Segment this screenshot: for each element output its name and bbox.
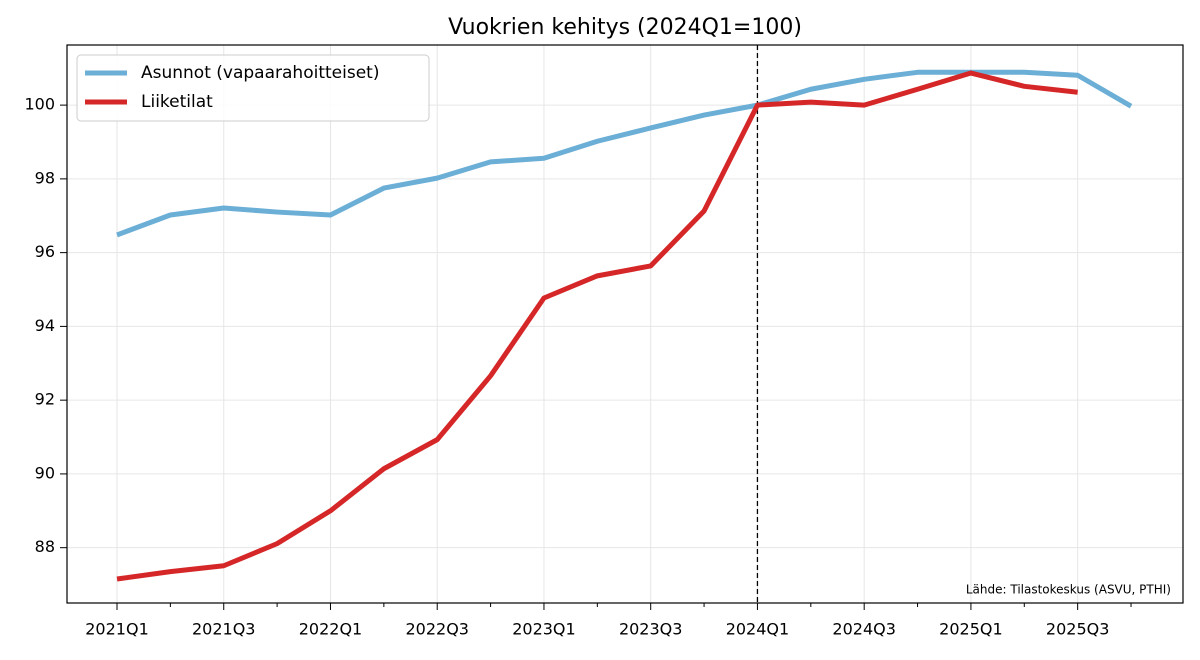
x-tick-label: 2021Q3	[192, 620, 256, 639]
source-note: Lähde: Tilastokeskus (ASVU, PTHI)	[966, 583, 1171, 597]
series-line	[116, 69, 1133, 238]
plot-frame	[66, 44, 1184, 604]
y-tick-label: 94	[35, 316, 55, 335]
legend-label: Liiketilat	[141, 92, 213, 112]
x-tick-label: 2022Q3	[405, 620, 469, 639]
x-tick-label: 2023Q3	[619, 620, 683, 639]
y-tick-label: 90	[35, 463, 55, 482]
x-tick-label: 2022Q1	[299, 620, 363, 639]
legend-box	[76, 54, 430, 122]
x-tick-label: 2025Q1	[939, 620, 1003, 639]
legend: Asunnot (vapaarahoitteiset) Liiketilat	[76, 54, 430, 122]
x-tick-label: 2021Q1	[85, 620, 149, 639]
x-tick-label: 2025Q3	[1046, 620, 1110, 639]
y-tick-label: 98	[35, 168, 55, 187]
series-line	[116, 70, 1078, 582]
y-tick-label: 100	[24, 95, 55, 114]
legend-label: Asunnot (vapaarahoitteiset)	[141, 63, 379, 83]
x-tick-label: 2024Q3	[832, 620, 896, 639]
y-tick-label: 92	[35, 390, 55, 409]
y-tick-label: 88	[35, 537, 55, 556]
x-tick-label: 2023Q1	[512, 620, 576, 639]
chart-title: Vuokrien kehitys (2024Q1=100)	[448, 15, 802, 40]
y-tick-label: 96	[35, 242, 55, 261]
x-tick-label: 2024Q1	[726, 620, 790, 639]
